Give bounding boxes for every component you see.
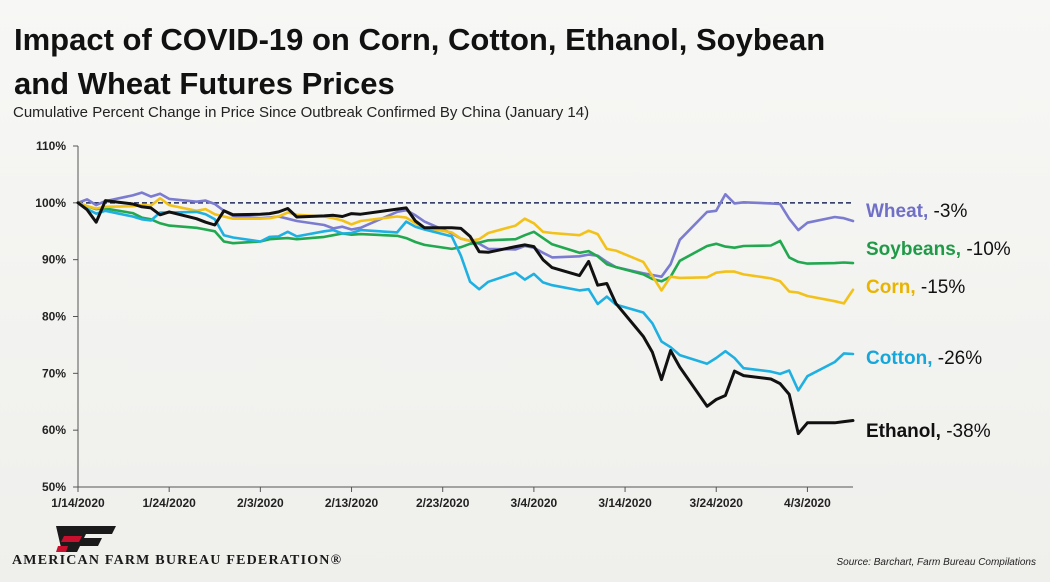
x-tick-label: 2/3/2020 (237, 496, 284, 510)
organization-name: AMERICAN FARM BUREAU FEDERATION® (12, 553, 343, 568)
source-note: Source: Barchart, Farm Bureau Compilatio… (836, 557, 1036, 568)
x-tick-label: 4/3/2020 (784, 496, 831, 510)
series-line-soybeans (76, 201, 855, 283)
series-label-wheat: Wheat, -3% (866, 201, 967, 222)
x-tick-label: 2/13/2020 (325, 496, 379, 510)
y-tick-label: 110% (36, 139, 66, 153)
series-line-wheat (76, 191, 855, 278)
x-tick-label: 3/14/2020 (598, 496, 652, 510)
chart-title-line-2: and Wheat Futures Prices (14, 66, 395, 101)
farm-bureau-logo-icon (56, 526, 116, 552)
series-line-corn (76, 197, 855, 305)
x-tick-label: 2/23/2020 (416, 496, 470, 510)
series-label-corn: Corn, -15% (866, 277, 965, 298)
chart-title: Impact of COVID-19 on Corn, Cotton, Etha… (14, 18, 825, 106)
y-tick-label: 100% (35, 196, 66, 210)
y-tick-label: 60% (42, 423, 66, 437)
y-tick-label: 70% (42, 366, 66, 380)
series-line-ethanol (76, 199, 855, 436)
x-tick-label: 3/24/2020 (690, 496, 744, 510)
y-tick-label: 80% (42, 310, 66, 324)
line-chart: 50% 60% 70% 80% 90% 100% 110% 1/14/2020 1/24/202… (35, 139, 1011, 510)
x-tick-label: 1/24/2020 (142, 496, 196, 510)
series-label-cotton: Cotton, -26% (866, 348, 982, 369)
chart-subtitle: Cumulative Percent Change in Price Since… (13, 104, 590, 121)
y-tick-label: 50% (42, 480, 66, 494)
series-label-soybeans: Soybeans, -10% (866, 239, 1011, 260)
series-label-ethanol: Ethanol, -38% (866, 421, 991, 442)
chart-title-line-1: Impact of COVID-19 on Corn, Cotton, Etha… (14, 22, 826, 57)
series-line-cotton (76, 201, 855, 392)
x-tick-label: 1/14/2020 (51, 496, 105, 510)
y-tick-label: 90% (42, 253, 66, 267)
x-tick-label: 3/4/2020 (511, 496, 558, 510)
